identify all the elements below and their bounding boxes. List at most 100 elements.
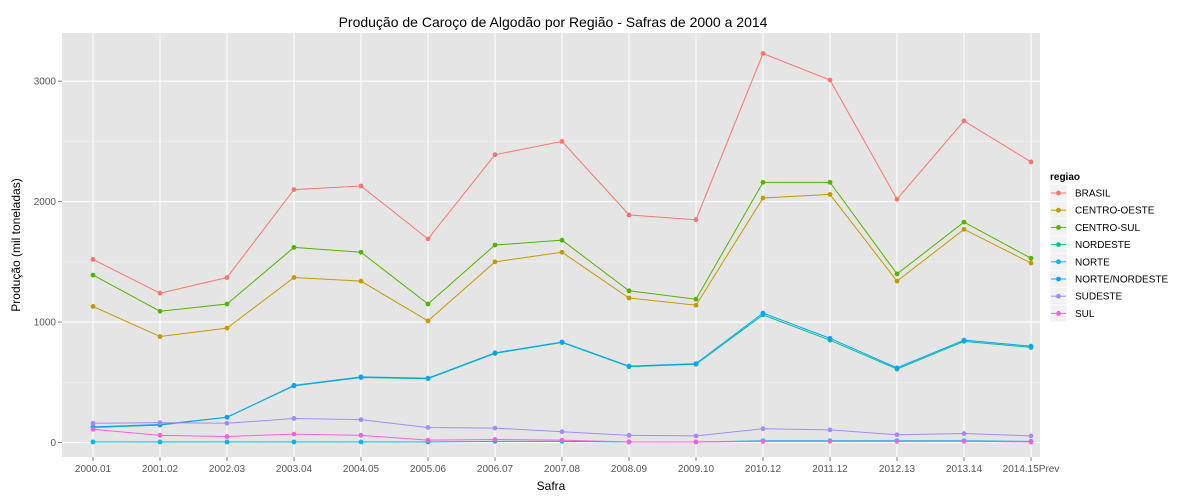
data-point [827,192,833,197]
data-point [291,439,297,445]
data-point [894,278,900,284]
data-point [626,288,632,294]
data-point [827,427,833,433]
data-point [760,310,766,316]
x-tick-label: 2003.04 [276,464,313,475]
data-point [425,425,431,430]
x-tick-label: 2012.13 [879,464,916,475]
data-point [1028,343,1034,349]
data-point [1028,260,1034,266]
x-tick-label: 2010.12 [745,464,782,475]
x-tick-label: 2014.15Prev [1003,464,1060,475]
legend-key-point [1056,259,1061,265]
legend-key-point [1056,311,1061,316]
data-point [693,433,699,439]
data-point [492,350,498,356]
data-point [157,420,163,426]
data-point [224,420,230,426]
chart-title: Produção de Caroço de Algodão por Região… [339,14,768,30]
data-point [291,275,297,280]
data-point [358,374,364,380]
data-point [358,249,364,255]
legend-label: NORDESTE [1075,240,1131,251]
data-point [559,237,565,243]
legend-key-point [1056,190,1061,196]
legend-label: NORTE [1075,257,1110,268]
x-tick-label: 2013.14 [946,464,983,475]
data-point [559,339,565,345]
data-point [894,271,900,277]
series-group [90,51,1034,445]
data-point [760,195,766,201]
y-tick-label: 1000 [34,318,57,329]
x-tick-label: 2007.08 [544,464,581,475]
data-point [90,439,96,445]
data-point [1028,159,1034,165]
x-tick-label: 2011.12 [812,464,848,475]
data-point [157,290,163,296]
y-axis-ticks: 0 1000 2000 3000 [34,77,62,449]
x-tick-label: 2006.07 [477,464,514,475]
legend-title: regiao [1050,172,1080,183]
legend: regiao BRASIL CENTRO-OESTE CENTRO-SUL NORDE… [1049,172,1168,323]
y-tick-label: 3000 [34,77,57,88]
data-point [224,434,230,439]
data-point [492,437,498,442]
data-point [961,219,967,225]
data-point [157,334,163,339]
data-point [224,414,230,420]
legend-key-point [1056,276,1061,282]
legend-key-point [1056,293,1061,299]
data-point [492,242,498,248]
data-point [961,438,967,444]
data-point [760,438,766,444]
data-point [291,187,297,192]
data-point [961,226,967,232]
data-point [425,437,431,443]
legend-key-point [1056,225,1061,230]
data-point [760,51,766,56]
x-tick-label: 2001.02 [142,464,179,475]
data-point [291,382,297,388]
data-point [90,426,96,432]
legend-key-point [1056,242,1061,248]
data-point [559,139,565,144]
data-point [157,439,163,445]
data-point [425,318,431,324]
x-tick-label: 2009.10 [678,464,715,475]
data-point [358,183,364,189]
data-point [894,196,900,202]
legend-label: SUDESTE [1075,292,1123,303]
data-point [827,335,833,341]
data-point [291,416,297,421]
data-point [559,429,565,435]
x-tick-label: 2004.05 [343,464,380,475]
data-point [358,439,364,445]
data-point [224,325,230,331]
y-tick-label: 0 [50,438,56,449]
data-point [894,438,900,444]
data-point [827,77,833,83]
y-axis-title: Produção (mil toneladas) [9,178,23,311]
data-point [894,365,900,371]
x-tick-label: 2000.01 [75,464,112,475]
data-point [358,417,364,423]
legend-label: CENTRO-SUL [1075,223,1140,234]
data-point [693,296,699,302]
data-point [760,179,766,185]
x-tick-label: 2005.06 [410,464,447,475]
data-point [1028,439,1034,445]
data-point [961,337,967,343]
data-point [1028,433,1034,439]
data-point [693,439,699,445]
legend-label: BRASIL [1075,189,1111,200]
data-point [559,249,565,255]
data-point [492,259,498,265]
data-point [1028,255,1034,261]
data-point [157,432,163,438]
x-axis-ticks: 2000.01 2001.02 2002.03 2003.04 2004.05 2005.… [75,457,1059,475]
plot-panel [62,33,1040,457]
data-point [559,437,565,443]
legend-label: CENTRO-OESTE [1075,206,1155,217]
